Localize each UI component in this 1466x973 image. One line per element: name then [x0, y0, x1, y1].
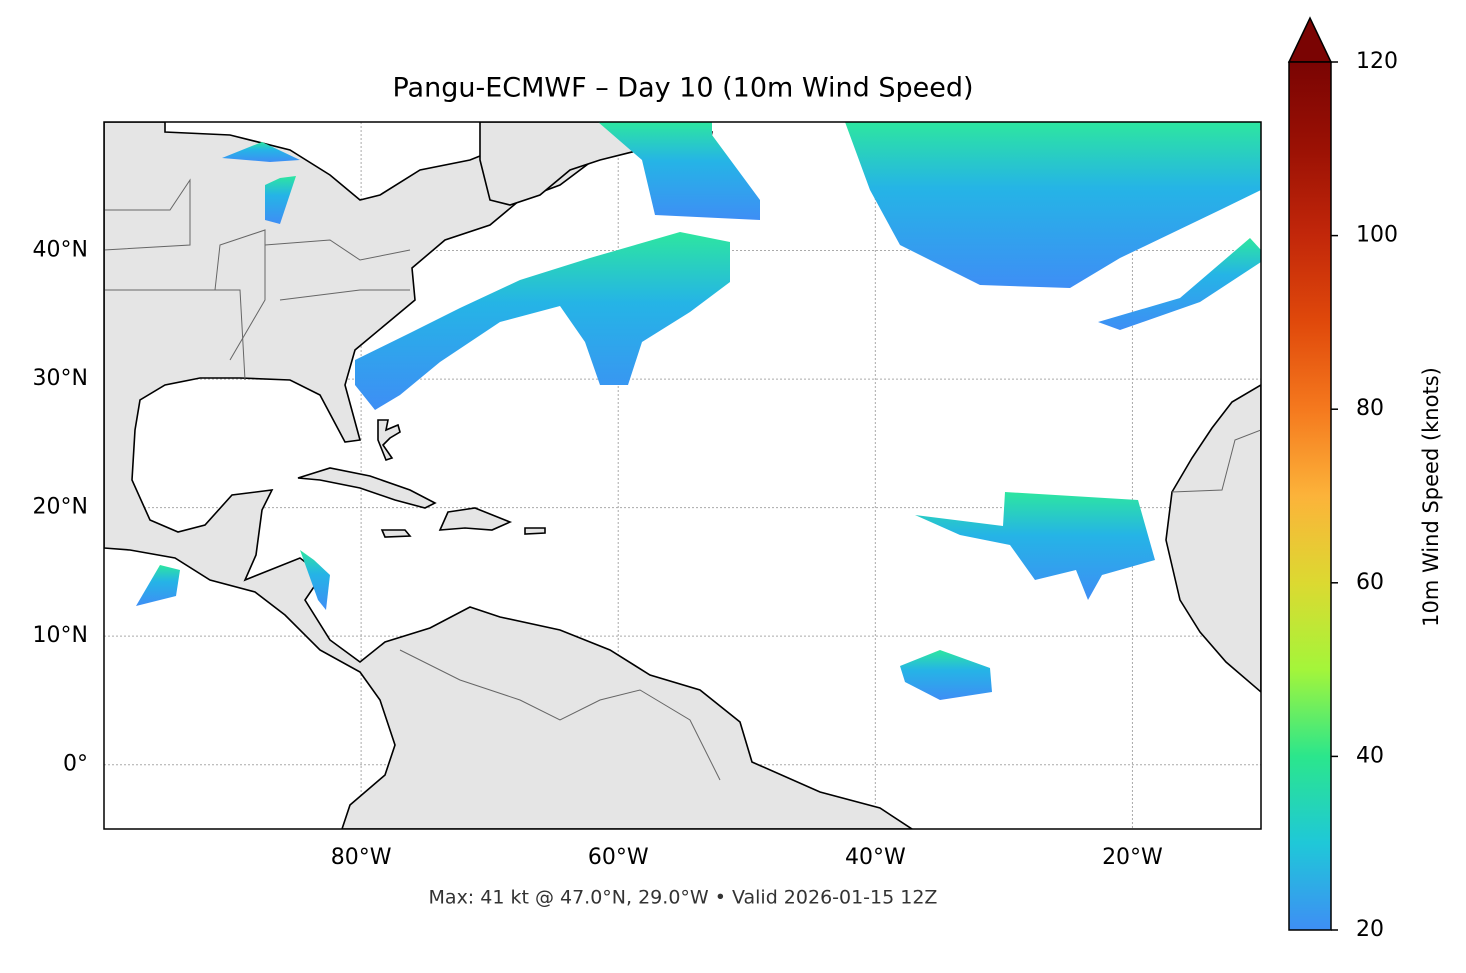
footer: Max: 41 kt @ 47.0°N, 29.0°W • Valid 2026…	[429, 887, 938, 909]
wind-region	[300, 550, 330, 610]
wind-region	[355, 232, 730, 410]
wind-region	[1098, 238, 1261, 330]
colorbar-label: 10m Wind Speed (knots)	[1419, 367, 1443, 627]
wind-region	[598, 122, 760, 220]
y-tick-label: 0°	[63, 752, 88, 777]
x-tick-label: 20°W	[1102, 845, 1163, 870]
map-frame	[103, 121, 1262, 830]
wind-region	[265, 176, 296, 224]
x-tick-label: 80°W	[331, 845, 392, 870]
state-borders	[279, 289, 410, 301]
wind-region	[915, 492, 1155, 600]
sa-borders	[399, 649, 721, 781]
map	[104, 122, 1261, 829]
hispaniola	[438, 507, 513, 531]
colorbar-tick-label: 60	[1356, 570, 1384, 595]
bahamas	[377, 419, 401, 461]
colorbar-tick-label: 120	[1356, 49, 1398, 74]
x-tick-label: 40°W	[845, 845, 906, 870]
colorbar-tick-label: 100	[1356, 223, 1398, 248]
y-tick-label: 30°N	[33, 366, 88, 391]
wind-region	[845, 122, 1261, 288]
title: Pangu-ECMWF – Day 10 (10m Wind Speed)	[392, 73, 973, 104]
x-tick-label: 60°W	[588, 845, 649, 870]
jamaica	[380, 529, 412, 538]
colorbar-tick-label: 80	[1356, 396, 1384, 421]
wind-region	[900, 650, 992, 700]
y-tick-label: 20°N	[33, 495, 88, 520]
state-borders	[214, 229, 266, 361]
africa	[1165, 384, 1261, 694]
africa-borders	[1171, 429, 1261, 493]
colorbar	[1288, 61, 1332, 931]
y-tick-label: 40°N	[33, 238, 88, 263]
y-tick-label: 10°N	[33, 623, 88, 648]
state-borders	[264, 239, 411, 261]
colorbar-tick-label: 40	[1356, 743, 1384, 768]
cuba	[297, 467, 437, 509]
state-borders	[104, 178, 246, 381]
puerto-rico	[524, 527, 546, 535]
colorbar-extend	[1287, 16, 1333, 63]
wind-region	[222, 142, 300, 162]
wind-region	[136, 565, 180, 606]
colorbar-tick-label: 20	[1356, 917, 1384, 942]
